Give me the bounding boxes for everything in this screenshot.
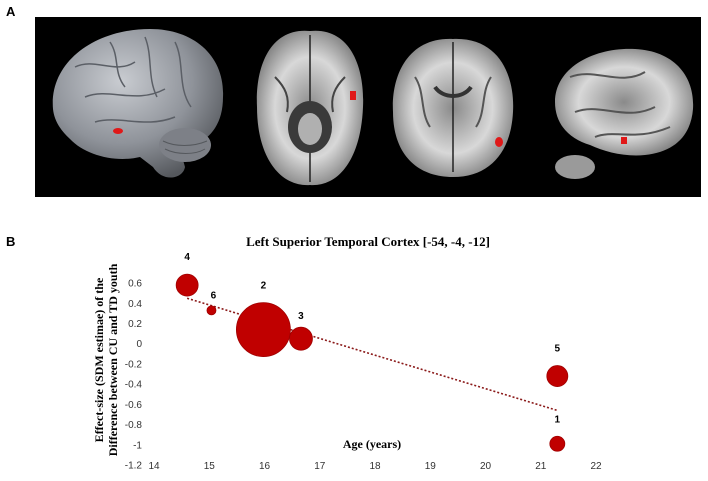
x-tick-label: 22 (590, 461, 602, 472)
y-tick-labels: 0.6 0.4 0.2 0 -0.2 -0.4 -0.6 -0.8 -1 -1.2 (125, 279, 143, 472)
data-point-bubble (235, 302, 291, 357)
x-tick-label: 17 (314, 461, 326, 472)
data-point-bubble (546, 365, 569, 387)
panel-b-label: B (6, 234, 16, 249)
x-tick-label: 14 (148, 461, 160, 472)
data-point-bubble (289, 326, 313, 351)
data-point-bubble (206, 305, 217, 316)
data-point-bubble (175, 273, 199, 297)
y-tick-label: -0.6 (125, 400, 143, 411)
data-point-label: 6 (211, 290, 217, 301)
highlight-blob (621, 137, 627, 144)
x-tick-label: 16 (259, 461, 271, 472)
y-axis-label-line: Difference between CU and TD youth (106, 263, 120, 456)
y-tick-label: -0.4 (125, 380, 143, 391)
highlight-blob (113, 128, 123, 134)
y-tick-label: 0 (136, 339, 142, 350)
y-tick-label: 0.6 (128, 279, 142, 290)
chart-title: Left Superior Temporal Cortex [-54, -4, … (246, 234, 490, 249)
y-tick-label: 0.2 (128, 319, 142, 330)
data-point-label: 1 (555, 414, 561, 425)
y-tick-label: -0.2 (125, 359, 143, 370)
data-point-label: 3 (298, 311, 304, 322)
data-point-bubble (549, 435, 566, 452)
x-tick-labels: 14 15 16 17 18 19 20 21 22 (148, 461, 602, 472)
coronal-slice-view (392, 38, 514, 178)
x-tick-label: 20 (480, 461, 492, 472)
data-point-label: 5 (555, 344, 561, 355)
data-points: 4 6 2 3 5 1 (175, 252, 569, 452)
sagittal-slice-view (555, 48, 694, 179)
y-tick-label: -0.8 (125, 420, 143, 431)
y-axis-label: Effect-size (SDM estimae) of the Differen… (92, 263, 120, 456)
y-tick-label: 0.4 (128, 299, 142, 310)
axial-slice-view (256, 30, 364, 186)
y-tick-label: -1 (133, 440, 142, 451)
bubble-chart: Left Superior Temporal Cortex [-54, -4, … (92, 234, 602, 472)
highlight-blob (350, 91, 356, 100)
x-tick-label: 18 (369, 461, 381, 472)
brain-images-panel (35, 17, 701, 197)
x-tick-label: 19 (425, 461, 437, 472)
data-point-label: 2 (261, 281, 267, 292)
x-tick-label: 21 (535, 461, 547, 472)
x-tick-label: 15 (204, 461, 216, 472)
lateral-brain-view (52, 29, 224, 178)
y-axis-label-line: Effect-size (SDM estimae) of the (92, 277, 106, 442)
x-axis-label: Age (years) (343, 437, 401, 451)
data-point-label: 4 (184, 252, 190, 263)
panel-a-label: A (6, 4, 16, 19)
y-tick-label: -1.2 (125, 461, 143, 472)
highlight-blob (495, 137, 503, 147)
